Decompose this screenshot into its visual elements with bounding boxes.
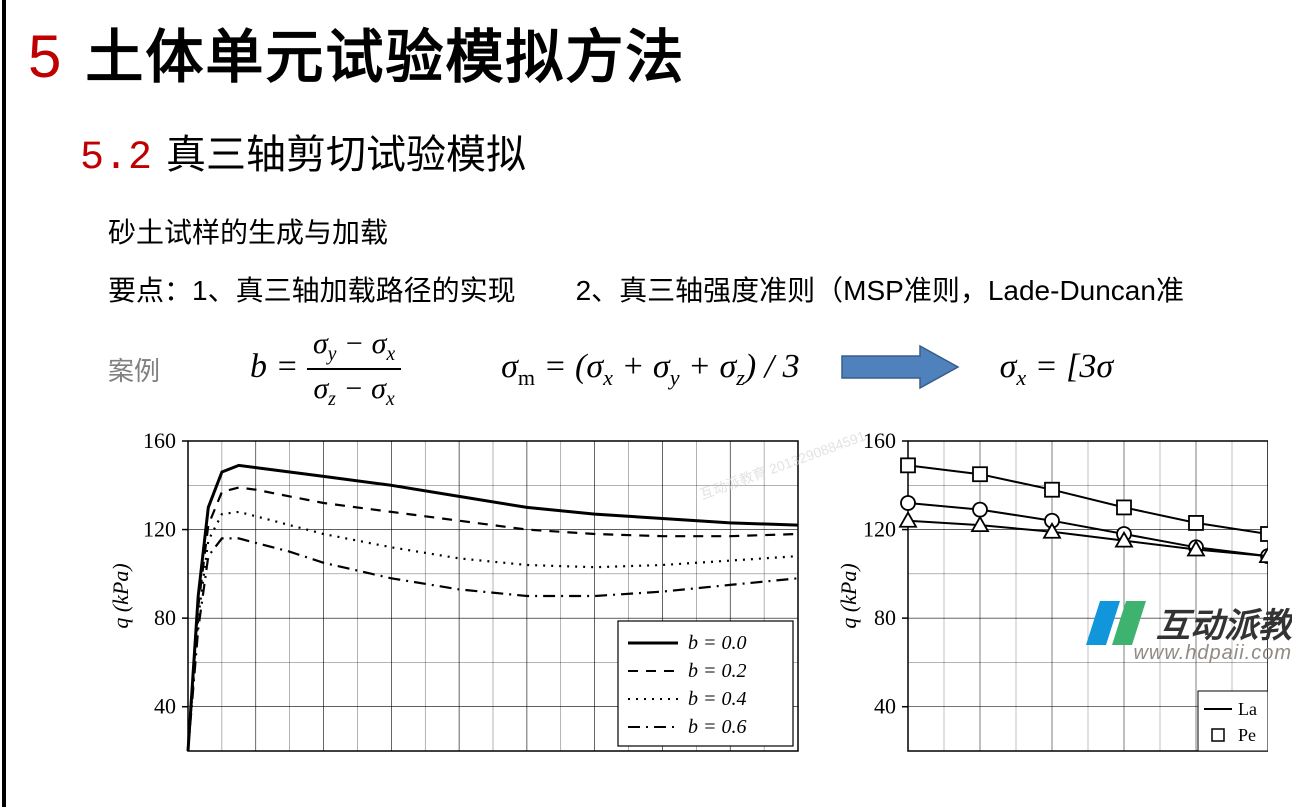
svg-text:Pe: Pe bbox=[1238, 725, 1256, 745]
heading-2: 5.2 真三轴剪切试验模拟 bbox=[80, 122, 1292, 181]
brand-logo: 互动派教 bbox=[1086, 598, 1292, 647]
svg-text:q (kPa): q (kPa) bbox=[108, 563, 133, 628]
chart-left: 40 80 120 160 q (kPa) b = 0.0 b = 0.2 b = 0.4 b … bbox=[108, 431, 808, 766]
svg-text:b = 0.2: b = 0.2 bbox=[688, 660, 747, 682]
svg-text:80: 80 bbox=[874, 605, 896, 630]
svg-text:b = 0.0: b = 0.0 bbox=[688, 632, 747, 654]
svg-text:b = 0.4: b = 0.4 bbox=[688, 688, 747, 710]
section-title: 真三轴剪切试验模拟 bbox=[166, 122, 526, 180]
keypoint-2: 2、真三轴强度准则（MSP准则，Lade-Duncan准 bbox=[576, 269, 1184, 309]
svg-text:q (kPa): q (kPa) bbox=[838, 563, 861, 628]
chapter-number: 5 bbox=[28, 22, 61, 91]
svg-text:40: 40 bbox=[154, 694, 176, 719]
brand-name: 互动派教 bbox=[1156, 598, 1292, 647]
keypoints-row: 要点：1、真三轴加载路径的实现 2、真三轴强度准则（MSP准则，Lade-Dun… bbox=[108, 269, 1292, 309]
svg-text:120: 120 bbox=[863, 517, 896, 542]
subtitle-line: 砂土试样的生成与加载 bbox=[108, 211, 1292, 251]
svg-text:120: 120 bbox=[143, 517, 176, 542]
left-border bbox=[2, 0, 6, 807]
svg-text:40: 40 bbox=[874, 694, 896, 719]
slide-page: 5 土体单元试验模拟方法 5.2 真三轴剪切试验模拟 砂土试样的生成与加载 要点… bbox=[0, 0, 1292, 807]
equation-sigma-x: σx = [3σ bbox=[1000, 348, 1114, 391]
chapter-title: 土体单元试验模拟方法 bbox=[85, 10, 685, 94]
svg-text:80: 80 bbox=[154, 605, 176, 630]
section-number: 5.2 bbox=[80, 136, 152, 181]
arrow-icon bbox=[840, 342, 960, 397]
equation-row: 案例 b = σy − σx σz − σx σm = (σx + σy + σ… bbox=[108, 327, 1292, 411]
svg-text:La: La bbox=[1238, 699, 1257, 719]
brand-url: www.hdpaii.com bbox=[1133, 642, 1292, 665]
equation-sigma-m: σm = (σx + σy + σz) / 3 bbox=[501, 348, 800, 391]
keypoint-1: 要点：1、真三轴加载路径的实现 bbox=[108, 269, 516, 309]
heading-1: 5 土体单元试验模拟方法 bbox=[28, 10, 1292, 94]
svg-text:b = 0.6: b = 0.6 bbox=[688, 716, 747, 738]
equation-b: b = σy − σx σz − σx bbox=[250, 327, 401, 411]
svg-text:160: 160 bbox=[143, 431, 176, 453]
svg-text:160: 160 bbox=[863, 431, 896, 453]
case-label: 案例 bbox=[108, 351, 160, 388]
